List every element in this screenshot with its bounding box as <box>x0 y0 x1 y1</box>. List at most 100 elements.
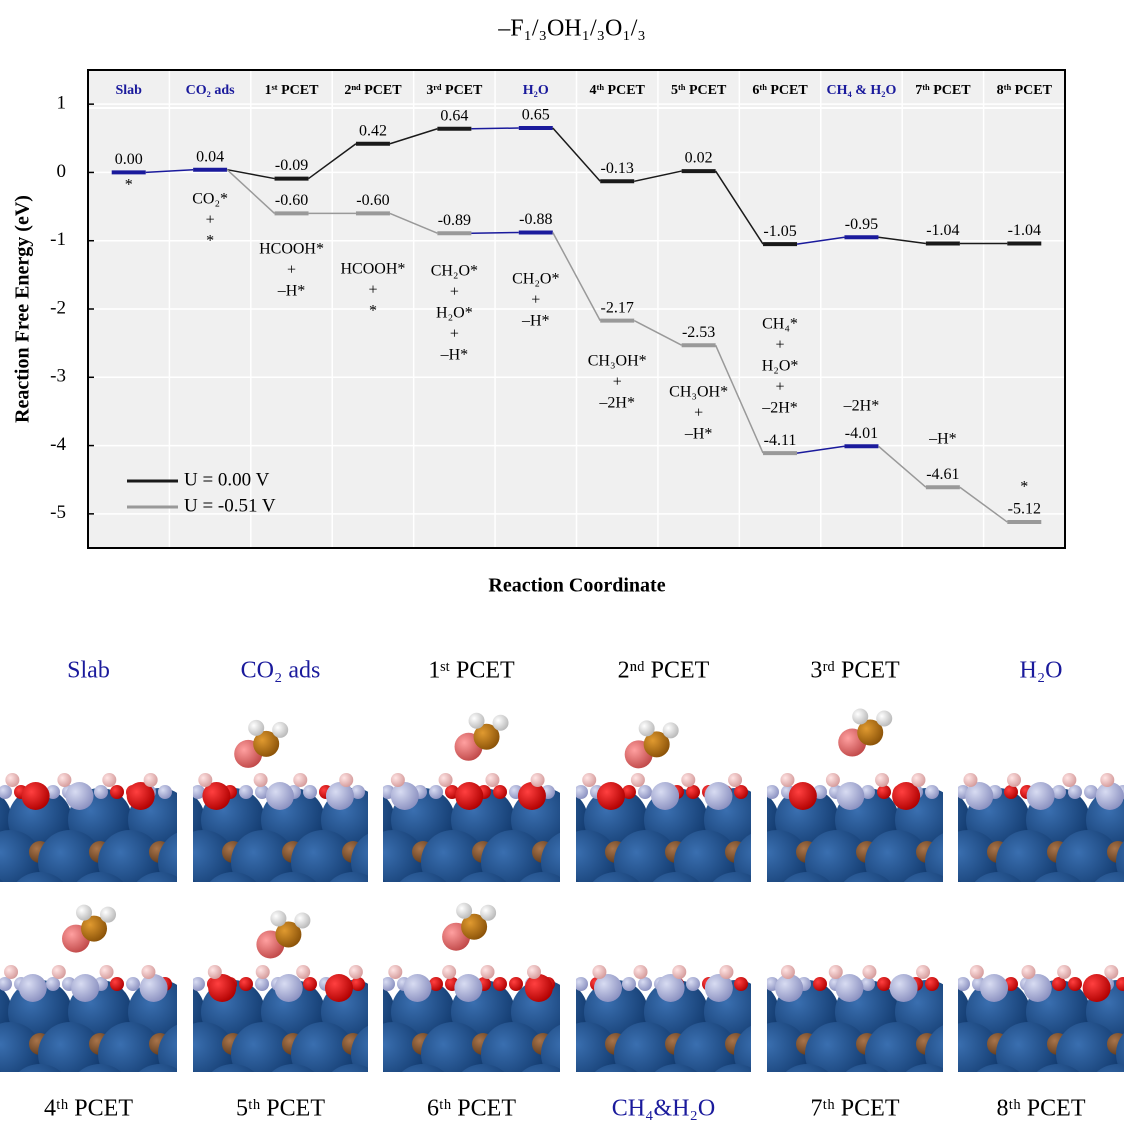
atom <box>1057 965 1072 979</box>
species-label: CH₃OH* <box>669 384 728 401</box>
value-label: -0.60 <box>275 192 308 209</box>
panel-label: 8ᵗʰ PCET <box>997 1096 1086 1122</box>
atom <box>102 773 117 787</box>
atom <box>805 1022 869 1072</box>
atom <box>438 773 453 787</box>
atom <box>767 1071 769 1072</box>
species-label: * <box>206 233 214 250</box>
atom <box>208 974 237 1002</box>
connector <box>878 236 926 245</box>
atom <box>686 977 700 991</box>
atom <box>329 872 368 882</box>
atom <box>865 1022 929 1072</box>
category-label: 3ʳᵈ PCET <box>426 83 483 98</box>
atom <box>143 773 158 787</box>
atom <box>719 965 734 979</box>
atom <box>592 965 607 979</box>
atom <box>728 773 743 787</box>
species-label: CH₄* <box>762 316 798 333</box>
value-label: -2.53 <box>682 324 715 341</box>
atom <box>78 1064 122 1072</box>
atom <box>100 906 117 923</box>
atom <box>193 977 205 991</box>
value-label: -0.95 <box>845 216 878 233</box>
atom <box>958 1071 960 1072</box>
species-label: –H* <box>684 426 713 443</box>
atom <box>958 1022 1000 1072</box>
atom <box>576 785 588 799</box>
atom <box>0 1022 42 1072</box>
atom <box>193 1022 235 1072</box>
value-label: 0.04 <box>196 148 224 165</box>
category-label: H₂O <box>523 83 549 98</box>
value-label: -5.12 <box>1008 501 1041 518</box>
atom <box>253 730 280 757</box>
atom <box>1096 1064 1124 1072</box>
panel-label: 7ᵗʰ PCET <box>811 1096 900 1122</box>
atom <box>255 965 270 979</box>
value-label: -0.13 <box>601 160 634 177</box>
species-label: + <box>287 262 296 279</box>
atom <box>925 833 943 882</box>
atom <box>785 1064 829 1072</box>
atom <box>836 782 865 810</box>
atom <box>767 785 779 799</box>
structure-image <box>576 720 751 882</box>
value-label: -4.61 <box>926 466 959 483</box>
category-label: Slab <box>115 83 142 98</box>
atom <box>492 714 509 731</box>
atom <box>969 965 984 979</box>
atom <box>1116 977 1124 991</box>
atom <box>958 830 1000 882</box>
y-tick-label: -2 <box>50 297 66 318</box>
atom <box>480 904 497 921</box>
atom <box>18 1064 62 1072</box>
atom <box>4 965 19 979</box>
atom <box>965 782 994 810</box>
category-label: CO₂ ads <box>186 83 235 98</box>
atom <box>614 830 678 882</box>
atom <box>519 872 560 882</box>
atom <box>473 723 500 750</box>
value-label: -2.17 <box>601 299 634 316</box>
atom <box>351 833 368 882</box>
atom <box>274 974 303 1002</box>
species-label: + <box>613 374 622 391</box>
atom <box>788 782 817 810</box>
atom <box>255 785 269 799</box>
atom <box>903 872 943 882</box>
structure-image <box>958 773 1124 882</box>
legend-label: U = 0.00 V <box>184 469 270 490</box>
atom <box>1116 1032 1124 1072</box>
connector <box>471 231 519 234</box>
atom <box>767 830 809 882</box>
atom <box>780 965 795 979</box>
atom <box>1104 965 1119 979</box>
value-label: -0.88 <box>519 211 552 228</box>
atom <box>16 872 64 882</box>
species-label: + <box>368 282 377 299</box>
atom <box>843 872 891 882</box>
atom <box>324 974 353 1002</box>
atom <box>454 974 483 1002</box>
atom <box>1100 773 1115 787</box>
atom <box>429 977 443 991</box>
atom <box>877 785 891 799</box>
y-tick-label: -3 <box>50 366 66 387</box>
atom <box>892 782 921 810</box>
atom <box>911 773 926 787</box>
species-label: –H* <box>928 431 957 448</box>
value-label: 0.64 <box>440 107 468 124</box>
atom <box>652 872 700 882</box>
category-label: 6ᵗʰ PCET <box>752 83 808 98</box>
panel-label: 4ᵗʰ PCET <box>44 1096 133 1122</box>
atom <box>21 782 50 810</box>
atom <box>193 785 205 799</box>
connector <box>471 127 519 130</box>
species-label: –H* <box>521 313 550 330</box>
atom <box>582 773 597 787</box>
atom <box>18 974 47 1002</box>
atom <box>193 1071 195 1072</box>
atom <box>291 1022 355 1072</box>
atom <box>339 773 354 787</box>
